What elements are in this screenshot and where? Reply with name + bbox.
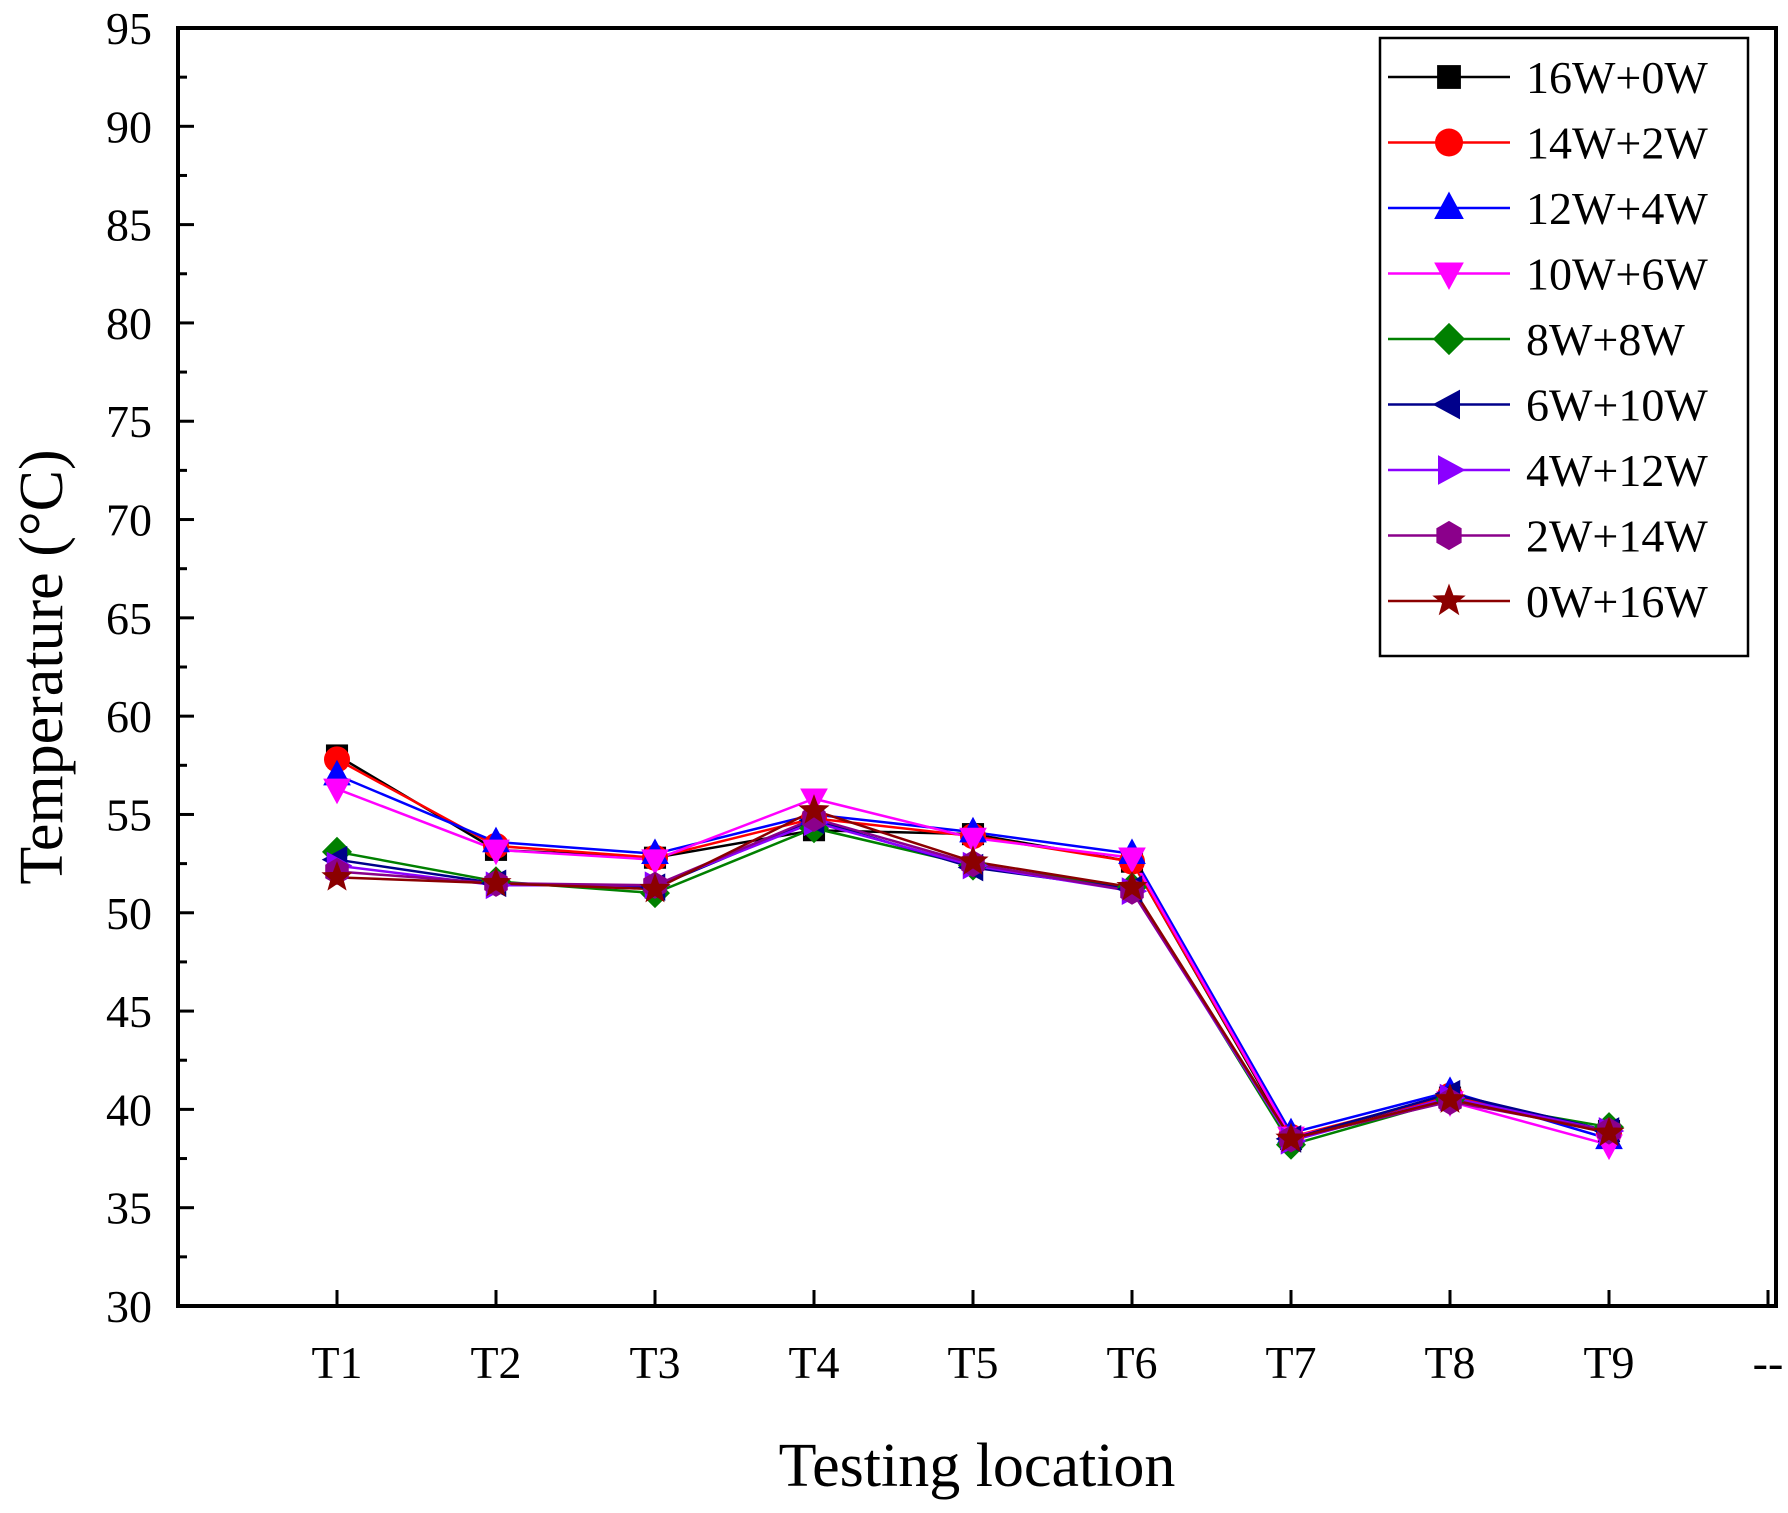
series-lines xyxy=(336,754,1610,1147)
y-tick-label: 70 xyxy=(106,495,152,546)
legend-marker xyxy=(1436,520,1462,551)
data-point xyxy=(1275,1122,1307,1153)
y-tick-label: 80 xyxy=(106,298,152,349)
data-point xyxy=(1116,870,1148,901)
data-point xyxy=(324,746,350,773)
y-tick-label: 45 xyxy=(106,986,152,1037)
legend-label: 2W+14W xyxy=(1526,511,1708,562)
legend-marker xyxy=(1434,191,1464,219)
x-tick-label: T2 xyxy=(470,1337,521,1388)
data-point xyxy=(957,845,989,875)
data-point xyxy=(639,872,671,903)
x-tick-label: T5 xyxy=(947,1337,998,1388)
legend-label: 16W+0W xyxy=(1526,52,1708,103)
y-tick-label: 95 xyxy=(106,3,152,54)
y-axis-title: Temperature (°C) xyxy=(8,449,76,884)
legend: 16W+0W 14W+2W 12W+4W 10W+6W 8W+8W 6W+10W 4W+12… xyxy=(1378,36,1750,658)
x-tick-label: T6 xyxy=(1106,1337,1157,1388)
x-tick-label: T8 xyxy=(1424,1337,1475,1388)
data-point xyxy=(323,778,351,805)
y-tick-label: 90 xyxy=(106,101,152,152)
legend-marker xyxy=(1437,65,1461,89)
data-point xyxy=(480,866,512,897)
x-axis: T1 T2 T3 T4 T5 T6 T7 T8 T9 -- xyxy=(311,1290,1783,1388)
legend-marker xyxy=(1432,322,1466,356)
y-tick-label: 50 xyxy=(106,888,152,939)
data-point xyxy=(959,827,987,854)
data-point xyxy=(482,839,510,866)
legend-marker xyxy=(1434,262,1464,290)
series-line xyxy=(336,758,1610,1139)
y-axis: 30 35 40 45 50 55 60 65 70 75 80 85 90 95 xyxy=(106,3,194,1332)
data-point xyxy=(321,860,353,891)
data-point xyxy=(1434,1083,1466,1113)
x-tick-label: -- xyxy=(1753,1337,1784,1388)
y-tick-label: 35 xyxy=(106,1183,152,1234)
legend-marker xyxy=(1435,128,1463,157)
x-tick-label: T3 xyxy=(629,1337,680,1388)
legend-marker xyxy=(1438,455,1466,485)
y-tick-label: 40 xyxy=(106,1084,152,1135)
y-tick-label: 85 xyxy=(106,200,152,251)
series-line xyxy=(336,754,1610,1141)
series-markers xyxy=(321,744,1625,1161)
legend-label: 0W+16W xyxy=(1526,576,1708,627)
x-axis-title: Testing location xyxy=(779,1432,1176,1500)
data-point xyxy=(798,794,830,824)
x-tick-label: T9 xyxy=(1583,1337,1634,1388)
y-tick-label: 55 xyxy=(106,789,152,840)
data-point xyxy=(1593,1116,1625,1147)
data-point xyxy=(641,849,669,876)
y-tick-label: 30 xyxy=(106,1281,152,1332)
legend-label: 14W+2W xyxy=(1526,118,1708,169)
data-point xyxy=(1118,847,1146,874)
legend-marker xyxy=(1432,583,1466,616)
legend-label: 10W+6W xyxy=(1526,249,1708,300)
x-tick-label: T7 xyxy=(1265,1337,1316,1388)
legend-marker xyxy=(1432,389,1460,420)
x-tick-label: T1 xyxy=(311,1337,362,1388)
legend-label: 8W+8W xyxy=(1526,314,1685,365)
y-tick-label: 60 xyxy=(106,691,152,742)
y-tick-label: 65 xyxy=(106,593,152,644)
legend-label: 6W+10W xyxy=(1526,380,1708,431)
x-tick-label: T4 xyxy=(788,1337,839,1388)
legend-label: 4W+12W xyxy=(1526,445,1708,496)
legend-label: 12W+4W xyxy=(1526,183,1708,234)
y-tick-label: 75 xyxy=(106,396,152,447)
